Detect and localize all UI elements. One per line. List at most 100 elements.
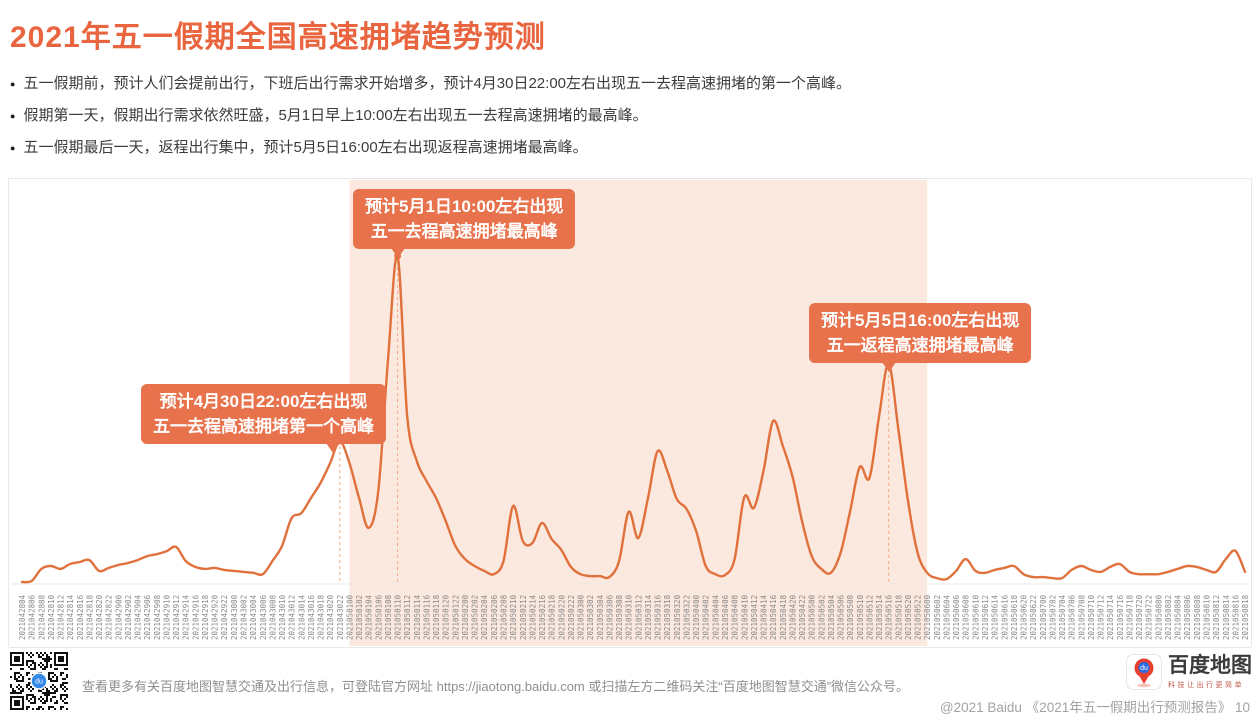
svg-text:2021050716: 2021050716 bbox=[1116, 594, 1125, 640]
svg-text:2021042906: 2021042906 bbox=[143, 594, 152, 640]
svg-text:2021050602: 2021050602 bbox=[933, 595, 942, 640]
svg-text:2021043002: 2021043002 bbox=[240, 595, 249, 640]
svg-text:2021050310: 2021050310 bbox=[625, 594, 634, 640]
svg-text:2021050500: 2021050500 bbox=[808, 594, 817, 640]
svg-text:2021050712: 2021050712 bbox=[1097, 595, 1106, 640]
annotation-may1-peak: 预计5月1日10:00左右出现 五一去程高速拥堵最高峰 bbox=[353, 189, 576, 258]
svg-text:2021050508: 2021050508 bbox=[846, 594, 855, 640]
svg-text:2021050514: 2021050514 bbox=[875, 594, 884, 640]
svg-text:2021042922: 2021042922 bbox=[220, 595, 229, 640]
svg-text:2021050618: 2021050618 bbox=[1010, 594, 1019, 640]
svg-text:2021042818: 2021042818 bbox=[85, 594, 94, 640]
annotation-may5-peak: 预计5月5日16:00左右出现 五一返程高速拥堵最高峰 bbox=[809, 303, 1032, 372]
svg-text:2021050522: 2021050522 bbox=[914, 595, 923, 640]
svg-text:2021050706: 2021050706 bbox=[1068, 594, 1077, 640]
svg-text:2021042804: 2021042804 bbox=[18, 594, 27, 640]
svg-text:2021042806: 2021042806 bbox=[28, 594, 37, 640]
bullet-text: 五一假期前，预计人们会提前出行，下班后出行需求开始增多，预计4月30日22:00… bbox=[23, 75, 852, 92]
svg-text:2021050214: 2021050214 bbox=[528, 594, 537, 640]
annotation-pointer-icon bbox=[391, 248, 405, 258]
svg-text:2021050400: 2021050400 bbox=[692, 594, 701, 640]
svg-text:2021050414: 2021050414 bbox=[760, 594, 769, 640]
svg-text:2021050316: 2021050316 bbox=[654, 594, 663, 640]
svg-text:2021042816: 2021042816 bbox=[76, 594, 85, 640]
svg-text:2021050408: 2021050408 bbox=[731, 594, 740, 640]
svg-text:du: du bbox=[1140, 665, 1148, 672]
annotation-pointer-icon bbox=[882, 362, 896, 372]
svg-text:2021050206: 2021050206 bbox=[490, 594, 499, 640]
svg-text:2021050616: 2021050616 bbox=[1000, 594, 1009, 640]
trend-chart: 2021042804 2021042806 2021042808 2021042810… bbox=[8, 178, 1252, 648]
svg-text:2021043006: 2021043006 bbox=[259, 594, 268, 640]
svg-text:2021050516: 2021050516 bbox=[885, 594, 894, 640]
svg-text:2021050318: 2021050318 bbox=[663, 594, 672, 640]
summary-bullet-list: ● 五一假期前，预计人们会提前出行，下班后出行需求开始增多，预计4月30日22:… bbox=[10, 68, 851, 164]
svg-text:2021042900: 2021042900 bbox=[114, 594, 123, 640]
svg-text:2021050212: 2021050212 bbox=[519, 595, 528, 640]
svg-text:2021050222: 2021050222 bbox=[567, 595, 576, 640]
svg-text:2021050412: 2021050412 bbox=[750, 595, 759, 640]
svg-text:2021042812: 2021042812 bbox=[57, 595, 66, 640]
svg-text:2021050422: 2021050422 bbox=[798, 595, 807, 640]
baidu-maps-logo: du 百度地图 科技让出行更简单 bbox=[1126, 654, 1252, 692]
svg-text:2021050410: 2021050410 bbox=[740, 594, 749, 640]
svg-text:2021050804: 2021050804 bbox=[1174, 594, 1183, 640]
svg-text:2021043000: 2021043000 bbox=[230, 594, 239, 640]
qr-code: du bbox=[10, 652, 68, 710]
svg-text:2021050200: 2021050200 bbox=[461, 594, 470, 640]
svg-text:2021050112: 2021050112 bbox=[403, 595, 412, 640]
svg-text:2021050520: 2021050520 bbox=[904, 594, 913, 640]
bullet-dot-icon: ● bbox=[10, 111, 16, 121]
svg-text:2021050418: 2021050418 bbox=[779, 594, 788, 640]
svg-text:2021050122: 2021050122 bbox=[451, 595, 460, 640]
svg-text:2021050210: 2021050210 bbox=[509, 594, 518, 640]
svg-text:2021050106: 2021050106 bbox=[374, 594, 383, 640]
svg-text:2021043016: 2021043016 bbox=[307, 594, 316, 640]
svg-text:2021050308: 2021050308 bbox=[615, 594, 624, 640]
bullet-item: ● 假期第一天，假期出行需求依然旺盛，5月1日早上10:00左右出现五一去程高速… bbox=[10, 100, 851, 132]
svg-text:2021050320: 2021050320 bbox=[673, 594, 682, 640]
map-pin-icon: du bbox=[1126, 654, 1162, 690]
svg-text:2021042820: 2021042820 bbox=[95, 594, 104, 640]
footer-info-text: 查看更多有关百度地图智慧交通及出行信息，可登陆官方网址 https://jiao… bbox=[82, 679, 910, 694]
svg-text:2021050502: 2021050502 bbox=[817, 595, 826, 640]
svg-text:2021042902: 2021042902 bbox=[124, 595, 133, 640]
annotation-line: 五一去程高速拥堵最高峰 bbox=[370, 222, 558, 241]
svg-text:2021042916: 2021042916 bbox=[191, 594, 200, 640]
svg-text:2021050118: 2021050118 bbox=[432, 594, 441, 640]
svg-text:2021042912: 2021042912 bbox=[172, 595, 181, 640]
svg-text:2021050614: 2021050614 bbox=[991, 594, 1000, 640]
svg-text:2021043004: 2021043004 bbox=[249, 594, 258, 640]
svg-text:2021050818: 2021050818 bbox=[1241, 594, 1250, 640]
bullet-dot-icon: ● bbox=[10, 143, 16, 153]
svg-text:2021050722: 2021050722 bbox=[1145, 595, 1154, 640]
annotation-pointer-icon bbox=[326, 443, 340, 453]
svg-text:2021042810: 2021042810 bbox=[47, 594, 56, 640]
svg-text:2021042908: 2021042908 bbox=[153, 594, 162, 640]
svg-text:2021042808: 2021042808 bbox=[37, 594, 46, 640]
svg-text:2021042904: 2021042904 bbox=[134, 594, 143, 640]
svg-text:2021050116: 2021050116 bbox=[423, 594, 432, 640]
svg-text:2021050110: 2021050110 bbox=[394, 594, 403, 640]
logo-title: 百度地图 bbox=[1168, 654, 1252, 677]
svg-text:2021043020: 2021043020 bbox=[326, 594, 335, 640]
svg-text:2021050208: 2021050208 bbox=[500, 594, 509, 640]
annotation-line: 预计4月30日22:00左右出现 bbox=[159, 392, 368, 411]
svg-text:2021050702: 2021050702 bbox=[1048, 595, 1057, 640]
svg-text:2021043012: 2021043012 bbox=[288, 595, 297, 640]
svg-text:2021050312: 2021050312 bbox=[634, 595, 643, 640]
svg-text:2021050120: 2021050120 bbox=[442, 594, 451, 640]
bullet-text: 五一假期最后一天，返程出行集中，预计5月5日16:00左右出现返程高速拥堵最高峰… bbox=[23, 139, 588, 156]
svg-text:2021050518: 2021050518 bbox=[894, 594, 903, 640]
svg-text:2021050416: 2021050416 bbox=[769, 594, 778, 640]
svg-text:2021050506: 2021050506 bbox=[837, 594, 846, 640]
svg-text:2021050700: 2021050700 bbox=[1039, 594, 1048, 640]
svg-text:2021042814: 2021042814 bbox=[66, 594, 75, 640]
annotation-apr30-peak: 预计4月30日22:00左右出现 五一去程高速拥堵第一个高峰 bbox=[141, 384, 386, 453]
svg-text:2021042914: 2021042914 bbox=[182, 594, 191, 640]
svg-text:2021050504: 2021050504 bbox=[827, 594, 836, 640]
svg-text:2021050816: 2021050816 bbox=[1231, 594, 1240, 640]
svg-text:2021050606: 2021050606 bbox=[952, 594, 961, 640]
svg-text:2021050204: 2021050204 bbox=[480, 594, 489, 640]
svg-text:2021050216: 2021050216 bbox=[538, 594, 547, 640]
